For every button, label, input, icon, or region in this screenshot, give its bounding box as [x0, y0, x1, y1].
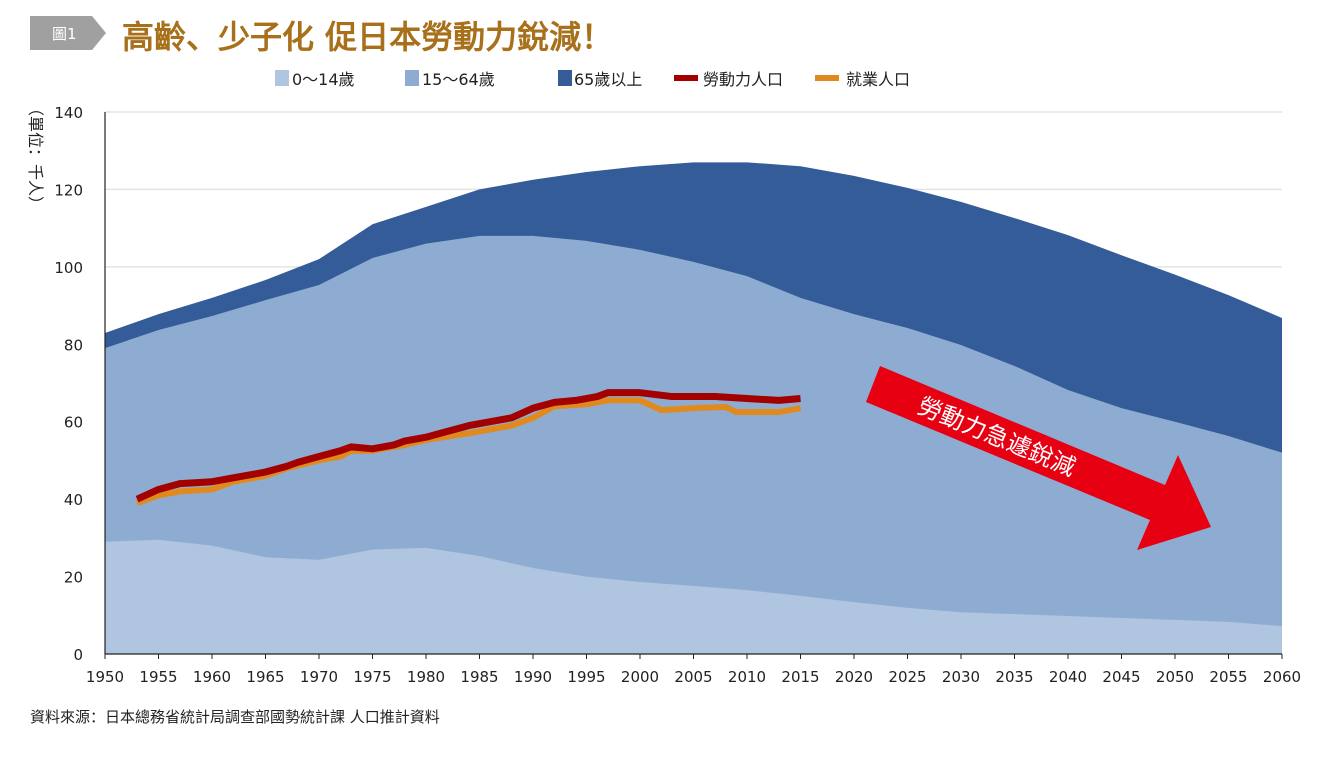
x-tick-label: 1985 [460, 668, 498, 686]
y-tick-label: 20 [64, 569, 83, 587]
area-series-0 [105, 539, 1282, 654]
source-note: 資料來源：日本總務省統計局調查部國勢統計課 人口推計資料 [30, 708, 440, 726]
x-tick-label: 2060 [1263, 668, 1301, 686]
x-tick-label: 1980 [407, 668, 445, 686]
x-tick-label: 1970 [300, 668, 338, 686]
x-tick-label: 1960 [193, 668, 231, 686]
line-series-1 [136, 397, 802, 506]
y-axis-label: （單位：千人） [26, 100, 45, 212]
chart-title: 高齡、少子化 促日本勞動力銳減！ [122, 18, 613, 56]
x-tick-label: 2055 [1209, 668, 1247, 686]
legend-swatch-15-64 [405, 70, 419, 86]
x-tick-label: 1950 [86, 668, 124, 686]
legend-label-15-64: 15～64歲 [422, 70, 495, 89]
legend-swatch-0-14 [275, 70, 289, 86]
x-tick-label: 1990 [514, 668, 552, 686]
x-tick-label: 1965 [246, 668, 284, 686]
x-tick-label: 2025 [888, 668, 926, 686]
legend-swatch-labor [674, 75, 698, 81]
y-tick-label: 120 [54, 181, 83, 199]
y-tick-label: 0 [73, 646, 83, 664]
x-tick-label: 2015 [781, 668, 819, 686]
figure-badge [30, 16, 106, 50]
legend-label-65: 65歲以上 [574, 70, 642, 89]
legend-swatch-employed [815, 75, 839, 81]
x-tick-label: 2035 [995, 668, 1033, 686]
line-series-0 [135, 389, 801, 503]
x-tick-label: 2040 [1049, 668, 1087, 686]
legend-label-labor: 勞動力人口 [703, 70, 783, 89]
x-tick-label: 2005 [674, 668, 712, 686]
y-tick-label: 60 [64, 414, 83, 432]
arrow-shape [866, 366, 1211, 550]
x-tick-label: 2030 [942, 668, 980, 686]
y-tick-label: 40 [64, 491, 83, 509]
x-tick-label: 1975 [353, 668, 391, 686]
x-tick-label: 2020 [835, 668, 873, 686]
legend-label-0-14: 0～14歲 [292, 70, 355, 89]
y-tick-label: 140 [54, 104, 83, 122]
y-tick-label: 100 [54, 259, 83, 277]
x-tick-label: 2010 [728, 668, 766, 686]
x-tick-label: 1995 [567, 668, 605, 686]
figure-label: 圖1 [52, 25, 77, 43]
legend-label-employed: 就業人口 [846, 70, 910, 89]
legend-swatch-65 [558, 70, 572, 86]
legend: 0～14歲 15～64歲 65歲以上 勞動力人口 就業人口 [275, 70, 910, 89]
x-tick-label: 2050 [1156, 668, 1194, 686]
x-tick-label: 2045 [1102, 668, 1140, 686]
x-tick-label: 2000 [621, 668, 659, 686]
x-tick-label: 1955 [139, 668, 177, 686]
y-tick-label: 80 [64, 336, 83, 354]
